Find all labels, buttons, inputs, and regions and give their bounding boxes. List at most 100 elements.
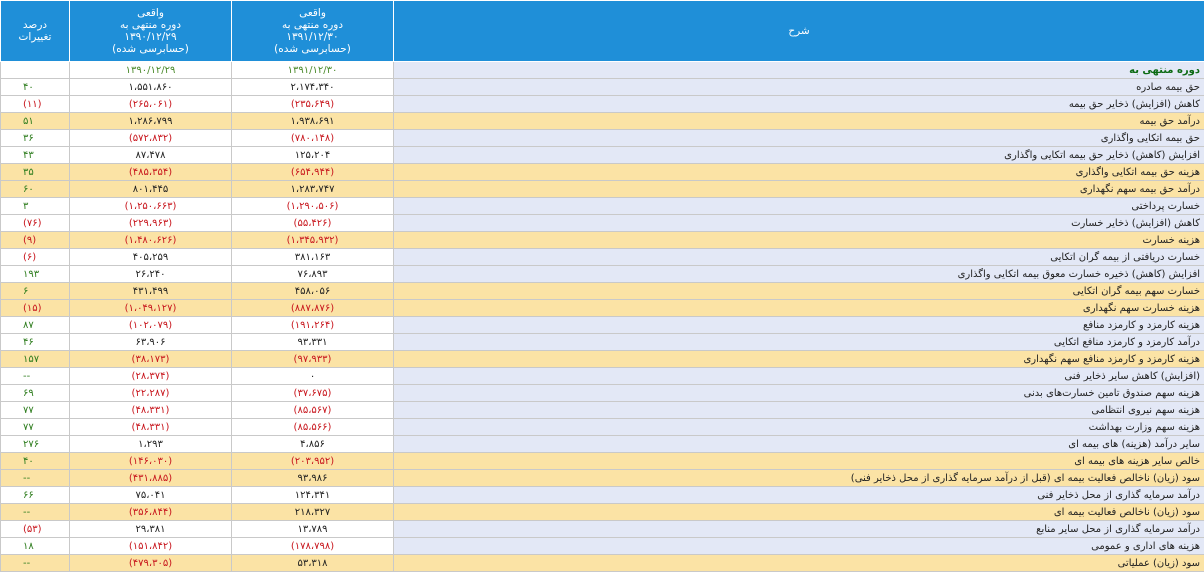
pct-change-cell: ۳	[0, 197, 70, 215]
table-row: ۴۰ (۱۴۶،۰۳۰) (۲۰۳،۹۵۲) خالص سایر هزینه های …	[0, 452, 1204, 470]
pct-change-cell: ۳۵	[0, 163, 70, 181]
description-cell: حق بیمه صادره	[393, 78, 1204, 96]
value-1391-cell: ۱۲۴،۳۴۱	[231, 486, 394, 504]
description-cell: خسارت دریافتی از بیمه گران اتکایی	[393, 248, 1204, 266]
header-pct-change[interactable]: درصد تغییرات	[0, 0, 70, 62]
value-1390-cell: (۵۷۲،۸۳۲)	[69, 129, 232, 147]
value-1390-cell: (۴۳۱،۸۸۵)	[69, 469, 232, 487]
description-cell: درآمد حق بیمه	[393, 112, 1204, 130]
value-1390-cell: (۱،۲۵۰،۶۶۳)	[69, 197, 232, 215]
description-cell: هزینه سهم وزارت بهداشت	[393, 418, 1204, 436]
description-cell: کاهش (افزایش) ذخایر حق بیمه	[393, 95, 1204, 113]
table-row: (۱۵) (۱،۰۴۹،۱۲۷) (۸۸۷،۸۷۶) هزینه خسارت سهم …	[0, 299, 1204, 317]
value-1391-cell: ۴۵۸،۰۵۶	[231, 282, 394, 300]
header-period-1390[interactable]: واقعی دوره منتهی به ۱۳۹۰/۱۲/۲۹ (حسابرسی …	[69, 0, 232, 62]
description-cell: (افزایش) کاهش سایر ذخایر فنی	[393, 367, 1204, 385]
description-cell: هزینه های اداری و عمومی	[393, 537, 1204, 555]
table-row: ۱۸ (۱۵۱،۸۴۲) (۱۷۸،۷۹۸) هزینه های اداری و عم…	[0, 537, 1204, 555]
pct-change-cell: ۲۷۶	[0, 435, 70, 453]
table-row: ۶ ۴۳۱،۴۹۹ ۴۵۸،۰۵۶ خسارت سهم بیمه گران اتکای…	[0, 282, 1204, 300]
table-body: ۱۳۹۰/۱۲/۲۹ ۱۳۹۱/۱۲/۳۰ دوره منتهی به ۴۰ ۱،۵۵۱…	[0, 61, 1204, 572]
value-1391-cell: ۴،۸۵۶	[231, 435, 394, 453]
pct-change-cell: ۶۶	[0, 486, 70, 504]
pct-change-cell: ۳۶	[0, 129, 70, 147]
header-description[interactable]: شرح	[393, 0, 1204, 62]
table-row: (۹) (۱،۴۸۰،۶۲۶) (۱،۳۴۵،۹۳۲) هزینه خسارت	[0, 231, 1204, 249]
description-cell: درآمد حق بیمه سهم نگهداری	[393, 180, 1204, 198]
value-1391-cell: ۱۳،۷۸۹	[231, 520, 394, 538]
value-1390-cell: ۸۷،۴۷۸	[69, 146, 232, 164]
value-1390-cell: (۱،۴۸۰،۶۲۶)	[69, 231, 232, 249]
value-1391-cell: (۱۷۸،۷۹۸)	[231, 537, 394, 555]
description-cell: خسارت پرداختی	[393, 197, 1204, 215]
description-cell: سایر درآمد (هزینه) های بیمه ای	[393, 435, 1204, 453]
pct-change-cell: ۴۶	[0, 333, 70, 351]
table-header-row: درصد تغییرات واقعی دوره منتهی به ۱۳۹۰/۱۲…	[0, 0, 1204, 62]
value-1391-cell: ۹۳،۳۳۱	[231, 333, 394, 351]
value-1391-cell: (۵۵،۴۲۶)	[231, 214, 394, 232]
description-cell: افزایش (کاهش) ذخیره خسارت معوق بیمه اتکا…	[393, 265, 1204, 283]
value-1391-cell: ۲۱۸،۳۲۷	[231, 503, 394, 521]
value-1390-cell: (۳۸،۱۷۳)	[69, 350, 232, 368]
value-1390-cell: (۲۲۹،۹۶۳)	[69, 214, 232, 232]
table-row: ۴۶ ۶۳،۹۰۶ ۹۳،۳۳۱ درآمد کارمزد و کارمزد مناف…	[0, 333, 1204, 351]
table-row: -- (۲۸،۳۷۴) ۰ (افزایش) کاهش سایر ذخایر فنی	[0, 367, 1204, 385]
description-cell: سود (زیان) ناخالص فعالیت بیمه ای	[393, 503, 1204, 521]
table-row: ۸۷ (۱۰۲،۰۷۹) (۱۹۱،۲۶۴) هزینه کارمزد و کارمز…	[0, 316, 1204, 334]
value-1391-cell: ۷۶،۸۹۳	[231, 265, 394, 283]
value-1391-cell: (۸۵،۵۶۷)	[231, 401, 394, 419]
pct-change-cell: --	[0, 503, 70, 521]
pct-change-cell: ۶۹	[0, 384, 70, 402]
value-1390-cell: (۲۸،۳۷۴)	[69, 367, 232, 385]
header-period-1391[interactable]: واقعی دوره منتهی به ۱۳۹۱/۱۲/۳۰ (حسابرسی …	[231, 0, 394, 62]
table-row: ۱۹۳ ۲۶،۲۴۰ ۷۶،۸۹۳ افزایش (کاهش) ذخیره خسارت…	[0, 265, 1204, 283]
pct-change-cell	[0, 61, 70, 79]
description-cell: هزینه حق بیمه اتکایی واگذاری	[393, 163, 1204, 181]
pct-change-cell: --	[0, 367, 70, 385]
value-1390-cell: (۱،۰۴۹،۱۲۷)	[69, 299, 232, 317]
description-cell: سود (زیان) عملیاتی	[393, 554, 1204, 572]
description-cell: هزینه کارمزد و کارمزد منافع سهم نگهداری	[393, 350, 1204, 368]
value-1391-cell: ۰	[231, 367, 394, 385]
value-1391-cell: ۳۸۱،۱۶۳	[231, 248, 394, 266]
value-1390-cell: (۲۲،۲۸۷)	[69, 384, 232, 402]
value-1391-cell: ۲،۱۷۴،۳۴۰	[231, 78, 394, 96]
value-1391-cell: ۹۳،۹۸۶	[231, 469, 394, 487]
value-1390-cell: (۱۰۲،۰۷۹)	[69, 316, 232, 334]
value-1390-cell: (۳۵۶،۸۴۴)	[69, 503, 232, 521]
value-1390-cell: ۸۰۱،۴۴۵	[69, 180, 232, 198]
table-row: (۵۳) ۲۹،۳۸۱ ۱۳،۷۸۹ درآمد سرمایه گذاری از مح…	[0, 520, 1204, 538]
value-1391-cell: (۲۳۵،۶۴۹)	[231, 95, 394, 113]
value-1390-cell: (۴۸،۳۳۱)	[69, 401, 232, 419]
value-1390-cell: ۷۵،۰۴۱	[69, 486, 232, 504]
value-1391-cell: ۱،۲۸۳،۷۴۷	[231, 180, 394, 198]
value-1390-cell: ۲۹،۳۸۱	[69, 520, 232, 538]
value-1391-cell: ۱۳۹۱/۱۲/۳۰	[231, 61, 394, 79]
value-1391-cell: ۱۲۵،۲۰۴	[231, 146, 394, 164]
value-1390-cell: ۱۳۹۰/۱۲/۲۹	[69, 61, 232, 79]
table-row: ۴۳ ۸۷،۴۷۸ ۱۲۵،۲۰۴ افزایش (کاهش) ذخایر حق بی…	[0, 146, 1204, 164]
value-1390-cell: ۴۰۵،۲۵۹	[69, 248, 232, 266]
value-1391-cell: (۸۸۷،۸۷۶)	[231, 299, 394, 317]
pct-change-cell: ۶	[0, 282, 70, 300]
description-cell: هزینه کارمزد و کارمزد منافع	[393, 316, 1204, 334]
table-row: ۳۶ (۵۷۲،۸۳۲) (۷۸۰،۱۴۸) حق بیمه اتکایی واگذا…	[0, 129, 1204, 147]
table-row: -- (۴۳۱،۸۸۵) ۹۳،۹۸۶ سود (زیان) ناخالص فعالی…	[0, 469, 1204, 487]
pct-change-cell: (۱۱)	[0, 95, 70, 113]
value-1391-cell: (۱،۳۴۵،۹۳۲)	[231, 231, 394, 249]
table-row: ۷۷ (۴۸،۳۳۱) (۸۵،۵۶۷) هزینه سهم نیروی انتظام…	[0, 401, 1204, 419]
pct-change-cell: --	[0, 469, 70, 487]
description-cell: درآمد کارمزد و کارمزد منافع اتکایی	[393, 333, 1204, 351]
value-1390-cell: ۶۳،۹۰۶	[69, 333, 232, 351]
pct-change-cell: (۱۵)	[0, 299, 70, 317]
pct-change-cell: ۷۷	[0, 401, 70, 419]
pct-change-cell: ۱۵۷	[0, 350, 70, 368]
value-1391-cell: (۱،۲۹۰،۵۰۶)	[231, 197, 394, 215]
description-cell: حق بیمه اتکایی واگذاری	[393, 129, 1204, 147]
value-1391-cell: (۸۵،۵۶۶)	[231, 418, 394, 436]
table-row: (۷۶) (۲۲۹،۹۶۳) (۵۵،۴۲۶) کاهش (افزایش) ذخایر…	[0, 214, 1204, 232]
value-1391-cell: (۷۸۰،۱۴۸)	[231, 129, 394, 147]
pct-change-cell: ۴۳	[0, 146, 70, 164]
pct-change-cell: ۸۷	[0, 316, 70, 334]
